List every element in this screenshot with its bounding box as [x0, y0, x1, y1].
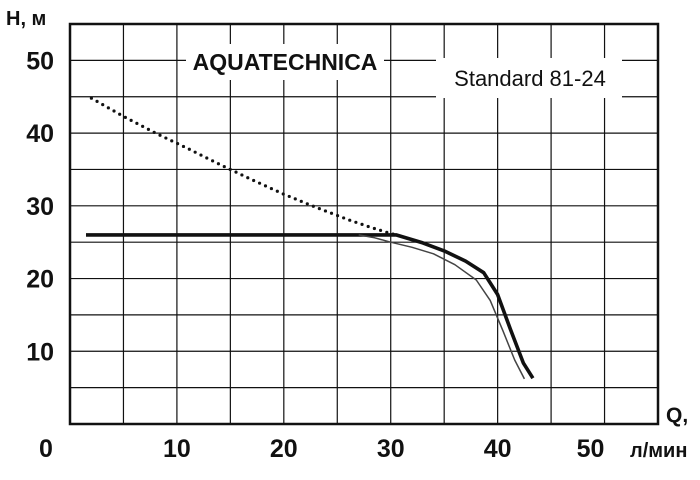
x-tick-label: 50: [577, 435, 605, 463]
y-tick-label: 40: [26, 120, 54, 148]
grid: [70, 24, 658, 424]
brand-label: AQUATECHNICA: [193, 49, 378, 75]
axis-titles: H, м Q, л/мин: [6, 8, 688, 462]
x-tick-label: 0: [39, 435, 53, 463]
x-tick-label: 10: [163, 435, 191, 463]
series-group: [86, 96, 535, 380]
model-label-background: [436, 58, 622, 98]
y-axis-title: H, м: [6, 8, 46, 30]
x-axis-title-q: Q,: [666, 404, 688, 427]
brand-and-model-labels: AQUATECHNICA Standard 81-24: [186, 44, 622, 98]
model-label: Standard 81-24: [454, 66, 606, 91]
series-line-solid-thin: [358, 234, 526, 380]
brand-label-background: [186, 44, 384, 80]
plot-border: [68, 22, 660, 426]
x-tick-label: 20: [270, 435, 298, 463]
x-axis-title-unit: л/мин: [630, 440, 687, 462]
series-line-solid-thick: [86, 233, 535, 380]
y-tick-label: 30: [26, 193, 54, 221]
y-tick-label: 50: [26, 47, 54, 75]
x-tick-label: 30: [377, 435, 405, 463]
y-tick-label: 10: [26, 338, 54, 366]
series-line-dotted: [89, 96, 403, 238]
tick-labels: 0 10 20 30 40 50 10 20 30 40 50: [26, 47, 604, 463]
y-tick-label: 20: [26, 266, 54, 294]
x-tick-label: 40: [484, 435, 512, 463]
plot-frame: [68, 22, 660, 426]
